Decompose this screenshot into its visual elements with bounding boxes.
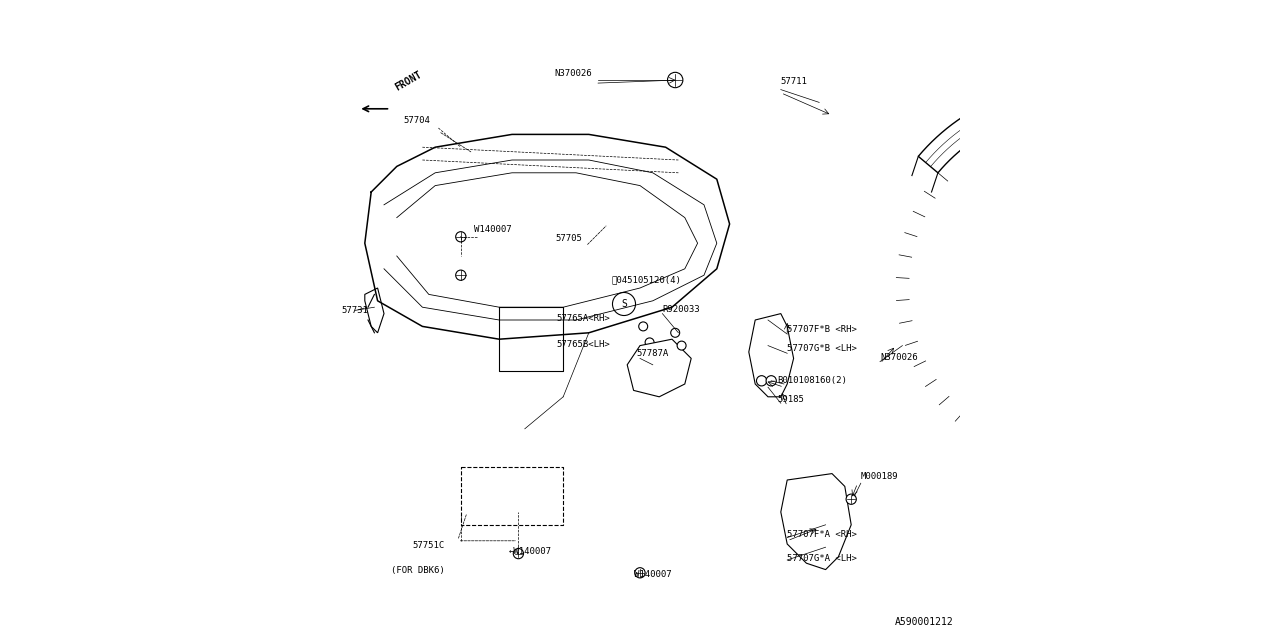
Polygon shape	[749, 314, 794, 397]
Circle shape	[456, 270, 466, 280]
Text: (FOR DBK6): (FOR DBK6)	[392, 566, 445, 575]
Text: 57704: 57704	[403, 116, 430, 125]
Text: 57707G*B <LH>: 57707G*B <LH>	[787, 344, 858, 353]
Circle shape	[756, 376, 767, 386]
Text: M000189: M000189	[860, 472, 899, 481]
Circle shape	[677, 341, 686, 350]
Text: W140007: W140007	[634, 570, 671, 579]
Circle shape	[456, 232, 466, 242]
Text: 57731: 57731	[340, 306, 367, 315]
Text: R920033: R920033	[663, 305, 700, 314]
Text: 57787A: 57787A	[637, 349, 669, 358]
Text: N370026: N370026	[554, 69, 591, 78]
Text: 57711: 57711	[781, 77, 808, 86]
Circle shape	[846, 494, 856, 504]
Text: 57707F*B <RH>: 57707F*B <RH>	[787, 325, 858, 334]
Circle shape	[1084, 89, 1100, 104]
Text: 57707F*A <RH>: 57707F*A <RH>	[787, 530, 858, 539]
Text: 57707G*A <LH>: 57707G*A <LH>	[787, 554, 858, 563]
Text: 57705: 57705	[556, 234, 582, 243]
Polygon shape	[627, 339, 691, 397]
Text: ←W140007: ←W140007	[508, 547, 552, 556]
Text: 57765B<LH>: 57765B<LH>	[557, 340, 611, 349]
Circle shape	[765, 376, 777, 386]
Circle shape	[671, 328, 680, 337]
Circle shape	[652, 351, 660, 360]
Circle shape	[668, 72, 684, 88]
Text: 57765A<RH>: 57765A<RH>	[557, 314, 611, 323]
Circle shape	[635, 568, 645, 578]
Circle shape	[1199, 141, 1215, 156]
Text: W140007: W140007	[474, 225, 511, 234]
Circle shape	[513, 548, 524, 559]
Circle shape	[639, 322, 648, 331]
Text: A590001212: A590001212	[895, 617, 954, 627]
Text: B010108160(2): B010108160(2)	[777, 376, 847, 385]
Polygon shape	[918, 83, 1253, 198]
Text: 57751C: 57751C	[412, 541, 445, 550]
Circle shape	[613, 292, 635, 316]
Text: N370026: N370026	[881, 353, 918, 362]
Polygon shape	[781, 474, 851, 570]
Text: 59185: 59185	[777, 396, 804, 404]
Circle shape	[961, 120, 977, 136]
Text: FRONT: FRONT	[394, 70, 424, 93]
Text: S: S	[621, 299, 627, 309]
Polygon shape	[365, 288, 384, 333]
Circle shape	[645, 338, 654, 347]
Text: Ⓢ045105120(4): Ⓢ045105120(4)	[612, 276, 681, 285]
